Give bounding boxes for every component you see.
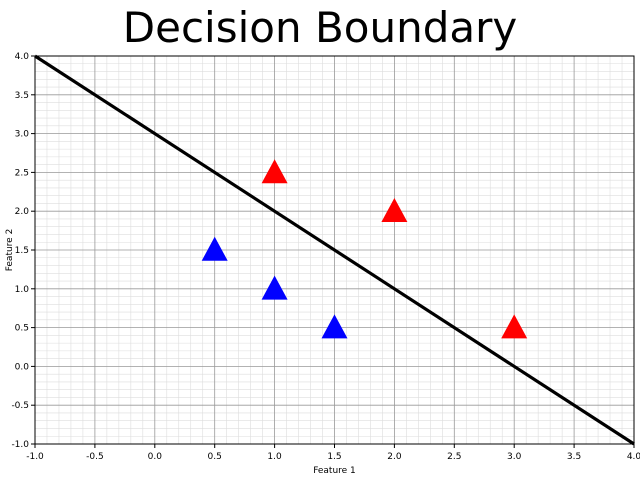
triangle-marker: [321, 314, 348, 339]
y-axis-label: Feature 2: [5, 229, 15, 272]
chart-title: Decision Boundary: [122, 3, 518, 52]
decision-boundary: [34, 54, 635, 446]
y-tick-label: -0.5: [11, 401, 29, 411]
y-tick-label: 3.5: [15, 91, 29, 101]
triangle-marker: [261, 275, 288, 300]
x-tick-label: 0.0: [148, 452, 163, 462]
triangle-marker: [261, 159, 288, 184]
x-tick-label: 2.5: [447, 452, 461, 462]
triangle-marker: [201, 236, 228, 261]
x-tick-label: 3.5: [567, 452, 581, 462]
boundary-line: [34, 54, 635, 446]
y-tick-label: -1.0: [11, 440, 29, 450]
x-tick-label: 2.0: [387, 452, 402, 462]
y-tick-label: 2.0: [15, 207, 30, 217]
x-axis-label: Feature 1: [313, 466, 356, 476]
x-tick-label: 0.5: [208, 452, 222, 462]
x-tick-label: 3.0: [507, 452, 522, 462]
y-tick-label: 4.0: [15, 52, 30, 62]
axis-ticks: -1.0 -0.5 0.0 0.5 1.0 1.5 2.0 2.5 3.0 3.5 4.0 -1.0 -…: [11, 52, 640, 462]
triangle-marker: [381, 198, 408, 222]
y-tick-label: 1.5: [15, 246, 29, 256]
x-tick-label: 4.0: [627, 452, 640, 462]
y-tick-label: 0.5: [15, 324, 29, 334]
data-points: [201, 159, 528, 339]
y-tick-label: 2.5: [15, 168, 29, 178]
x-tick-label: 1.0: [267, 452, 282, 462]
x-tick-label: -1.0: [26, 452, 44, 462]
y-tick-label: 1.0: [15, 285, 30, 295]
y-tick-label: 0.0: [15, 362, 30, 372]
x-tick-label: 1.5: [327, 452, 341, 462]
triangle-marker: [501, 314, 528, 339]
x-tick-label: -0.5: [86, 452, 104, 462]
y-tick-label: 3.0: [15, 130, 30, 140]
